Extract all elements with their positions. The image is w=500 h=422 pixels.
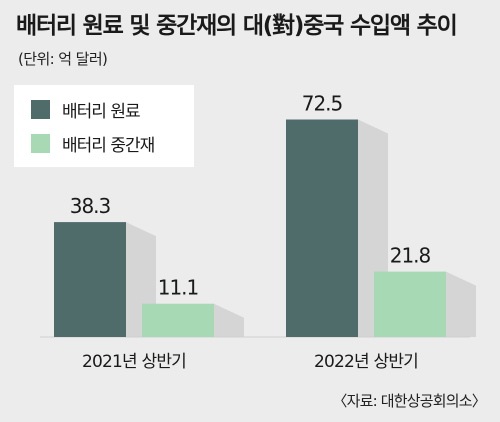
bar-shadow [214, 303, 244, 337]
data-label: 11.1 [158, 276, 199, 300]
chart-title: 배터리 원료 및 중간재의 대(對)중국 수입액 추이 [16, 13, 458, 39]
legend-swatch-raw-material [31, 100, 50, 119]
unit-label: (단위: 억 달러) [18, 50, 108, 68]
bar-raw-material [286, 119, 358, 337]
data-label: 21.8 [390, 244, 431, 268]
legend-swatch-intermediate [31, 134, 50, 153]
legend-label-intermediate: 배터리 중간재 [62, 136, 155, 156]
bar-shadow [446, 271, 476, 337]
source-note: 〈자료: 대한상공회의소〉 [332, 392, 486, 410]
data-label: 38.3 [70, 194, 111, 218]
legend-item-intermediate: 배터리 중간재 [31, 131, 155, 156]
bar-intermediate [374, 271, 446, 337]
legend-item-raw-material: 배터리 원료 [31, 97, 141, 122]
category-label: 2021년 상반기 [82, 352, 186, 372]
legend: 배터리 원료 배터리 중간재 [14, 85, 194, 167]
category-label: 2022년 상반기 [314, 352, 418, 372]
legend-label-raw-material: 배터리 원료 [62, 102, 141, 122]
bar-raw-material [54, 222, 126, 337]
data-label: 72.5 [302, 92, 343, 116]
bar-intermediate [142, 303, 214, 337]
